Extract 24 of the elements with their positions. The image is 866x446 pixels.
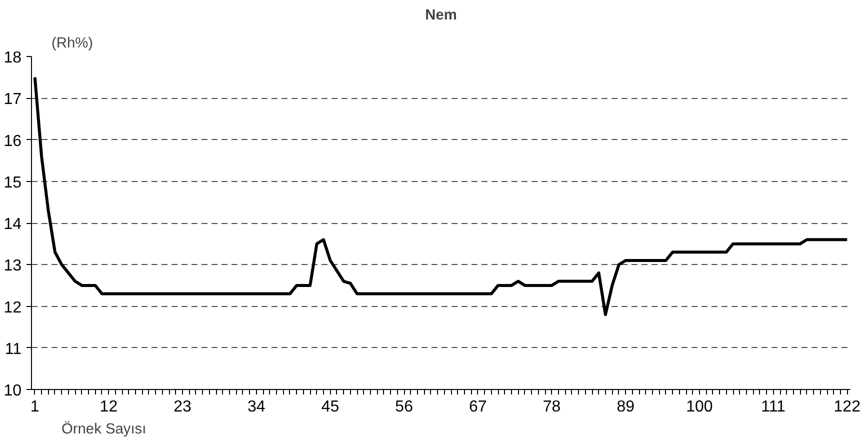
y-axis-title: (Rh%) <box>52 36 94 52</box>
x-tick-label: 23 <box>174 398 192 416</box>
x-tick-label: 111 <box>761 398 786 416</box>
x-tick-label: 56 <box>395 398 414 416</box>
x-tick-label: 100 <box>686 398 713 416</box>
y-tick-label: 18 <box>4 50 22 66</box>
x-axis-title: Örnek Sayısı <box>62 420 146 438</box>
x-tick-label: 78 <box>542 398 561 416</box>
x-tick-label: 122 <box>834 398 861 416</box>
x-tick-label: 34 <box>247 398 266 416</box>
y-tick-label: 10 <box>4 382 22 400</box>
chart-title: Nem <box>425 8 457 24</box>
x-tick-label: 12 <box>100 398 118 416</box>
x-tick-label: 89 <box>616 398 635 416</box>
y-tick-label: 14 <box>4 216 22 233</box>
y-tick-label: 17 <box>4 91 22 108</box>
x-tick-label: 45 <box>321 398 340 416</box>
x-tick-label: 1 <box>30 398 40 416</box>
y-tick-label: 12 <box>4 299 22 316</box>
y-tick-label: 11 <box>4 340 22 358</box>
y-tick-label: 15 <box>4 174 22 192</box>
y-tick-label: 16 <box>4 132 22 150</box>
y-tick-label: 13 <box>4 258 22 275</box>
x-tick-label: 67 <box>469 398 487 416</box>
